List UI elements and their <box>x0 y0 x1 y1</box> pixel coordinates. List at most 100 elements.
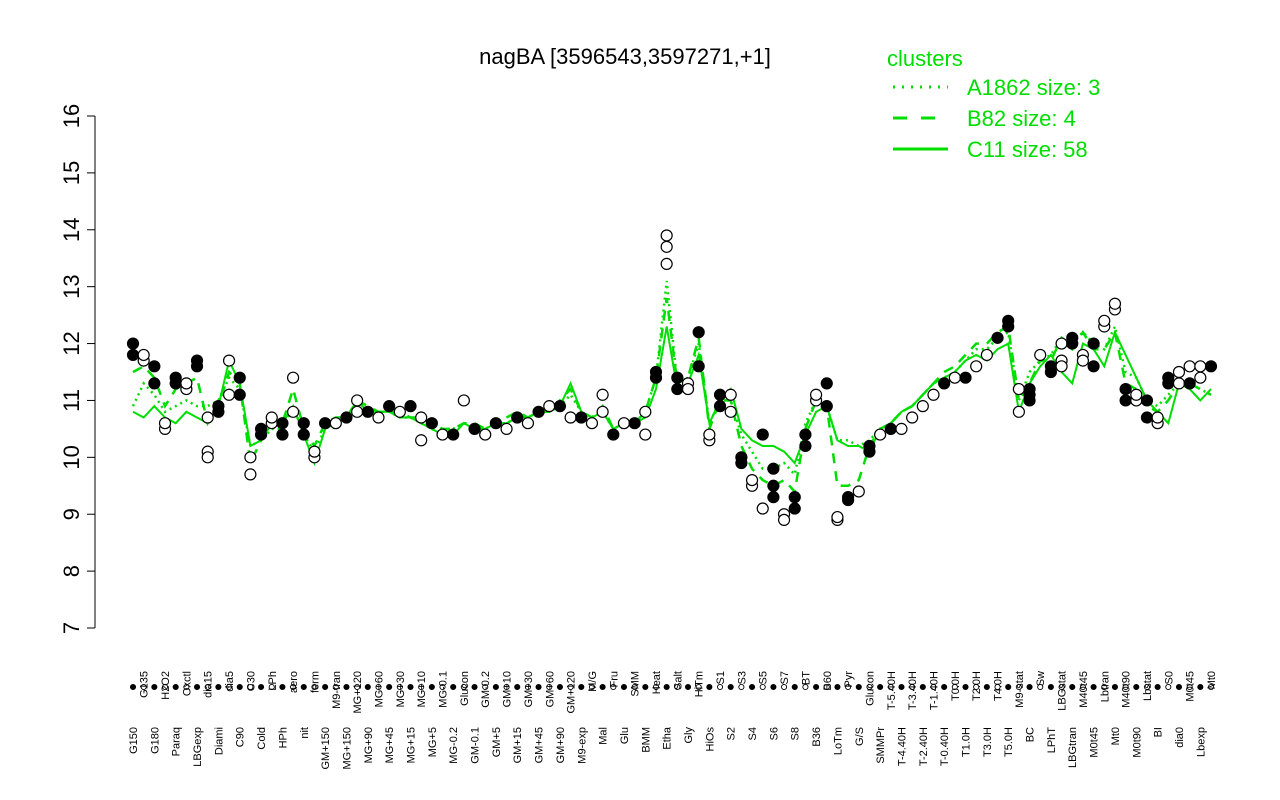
x-tick-label: BMM <box>640 727 652 753</box>
data-point <box>148 377 161 390</box>
data-point <box>916 400 929 413</box>
data-point <box>884 422 897 435</box>
x-tick-marker <box>268 683 275 691</box>
x-tick-label: C30 <box>245 671 257 691</box>
x-tick-label: Paraq <box>171 727 183 756</box>
x-tick-marker <box>1058 683 1065 691</box>
data-point <box>254 422 268 435</box>
x-tick-marker <box>258 683 265 691</box>
x-tick-marker <box>471 683 478 691</box>
y-tick-label: 16 <box>59 104 84 128</box>
data-point <box>543 400 556 413</box>
x-tick-label: M40t90 <box>1121 671 1133 708</box>
data-point <box>585 417 599 430</box>
x-tick-marker <box>813 683 820 691</box>
data-point <box>1023 382 1036 396</box>
data-point <box>970 360 983 373</box>
x-tick-marker <box>407 683 414 691</box>
data-point <box>820 377 833 390</box>
x-tick-marker <box>1165 683 1172 691</box>
legend-title: clusters <box>887 46 963 71</box>
x-tick-marker <box>834 683 841 691</box>
x-tick-label: GM+90 <box>555 727 567 763</box>
y-axis: 7 8 9 10 11 12 13 14 15 16 <box>59 104 96 634</box>
data-point <box>852 485 865 498</box>
x-tick-marker <box>1207 683 1215 691</box>
data-point <box>681 382 695 396</box>
data-point <box>361 405 374 418</box>
data-point <box>393 405 406 418</box>
x-tick-marker <box>620 683 628 691</box>
x-tick-label: M9-stat <box>1014 671 1026 708</box>
x-tick-marker <box>460 683 467 691</box>
data-point <box>1140 394 1154 407</box>
x-tick-marker <box>183 683 190 691</box>
x-tick-marker <box>674 683 681 691</box>
x-tick-marker <box>503 683 510 691</box>
x-tick-marker <box>652 683 660 691</box>
x-tick-label: MG+90 <box>363 727 375 763</box>
x-tick-label: LPhT <box>1046 727 1058 754</box>
x-tick-marker <box>610 683 617 691</box>
data-point <box>532 405 545 418</box>
data-point <box>1076 354 1090 367</box>
data-point <box>233 371 246 384</box>
x-tick-marker <box>1079 683 1086 691</box>
x-tick-label: Salt <box>672 671 684 690</box>
x-tick-marker <box>343 683 350 691</box>
x-tick-label: MG+120 <box>352 671 364 714</box>
x-tick-label: MG-0.2 <box>448 727 460 764</box>
data-point <box>639 405 652 418</box>
x-tick-label: H2O2 <box>160 671 172 700</box>
data-point <box>479 428 492 441</box>
data-point <box>564 411 577 424</box>
x-tick-label: Diami <box>213 727 225 755</box>
data-point <box>799 428 812 441</box>
data-point <box>991 331 1004 344</box>
x-tick-marker <box>567 683 574 691</box>
data-point <box>1087 360 1100 373</box>
data-point <box>1012 405 1025 418</box>
data-point <box>1204 360 1218 373</box>
y-tick-label: 11 <box>59 389 84 412</box>
x-tick-label: Mal <box>598 727 610 745</box>
data-point <box>222 388 236 401</box>
x-tick-label: T0.0H <box>950 671 962 701</box>
x-tick-marker <box>781 683 788 691</box>
x-tick-marker <box>556 683 563 691</box>
x-tick-label: Mt0 <box>1110 727 1122 745</box>
data-point <box>1108 297 1122 310</box>
x-tick-label: T-3.40H <box>907 671 919 710</box>
x-tick-marker <box>599 683 606 691</box>
x-tick-marker <box>1015 683 1022 691</box>
x-tick-marker <box>994 683 1001 691</box>
x-tick-label: T-0.40H <box>939 727 951 766</box>
data-point <box>724 405 737 418</box>
x-tick-label: HiOs <box>704 727 716 752</box>
x-tick-label: HPh <box>277 727 289 748</box>
x-tick-marker <box>290 683 297 691</box>
y-tick-label: 10 <box>59 445 84 469</box>
x-tick-marker <box>450 683 457 691</box>
data-point <box>596 388 609 401</box>
x-tick-marker <box>578 683 585 691</box>
x-tick-label: M0t45 <box>1089 727 1101 758</box>
x-tick-marker <box>204 683 211 691</box>
data-point <box>756 428 769 441</box>
x-tick-marker <box>535 683 542 691</box>
x-tick-marker <box>802 683 809 691</box>
x-tick-label: HiTm <box>694 671 706 697</box>
x-tick-marker <box>855 683 862 691</box>
x-tick-marker <box>215 683 222 691</box>
data-point <box>489 417 502 430</box>
x-tick-label: S7 <box>779 671 791 684</box>
x-tick-marker <box>642 683 649 691</box>
legend-label-1: A1862 size: 3 <box>967 75 1100 100</box>
x-tick-label: dia5 <box>224 671 236 692</box>
x-tick-marker <box>482 683 489 691</box>
data-point <box>767 491 780 504</box>
x-tick-label: SMM <box>630 671 642 697</box>
data-point <box>521 417 535 430</box>
x-tick-label: BI <box>1153 727 1165 737</box>
